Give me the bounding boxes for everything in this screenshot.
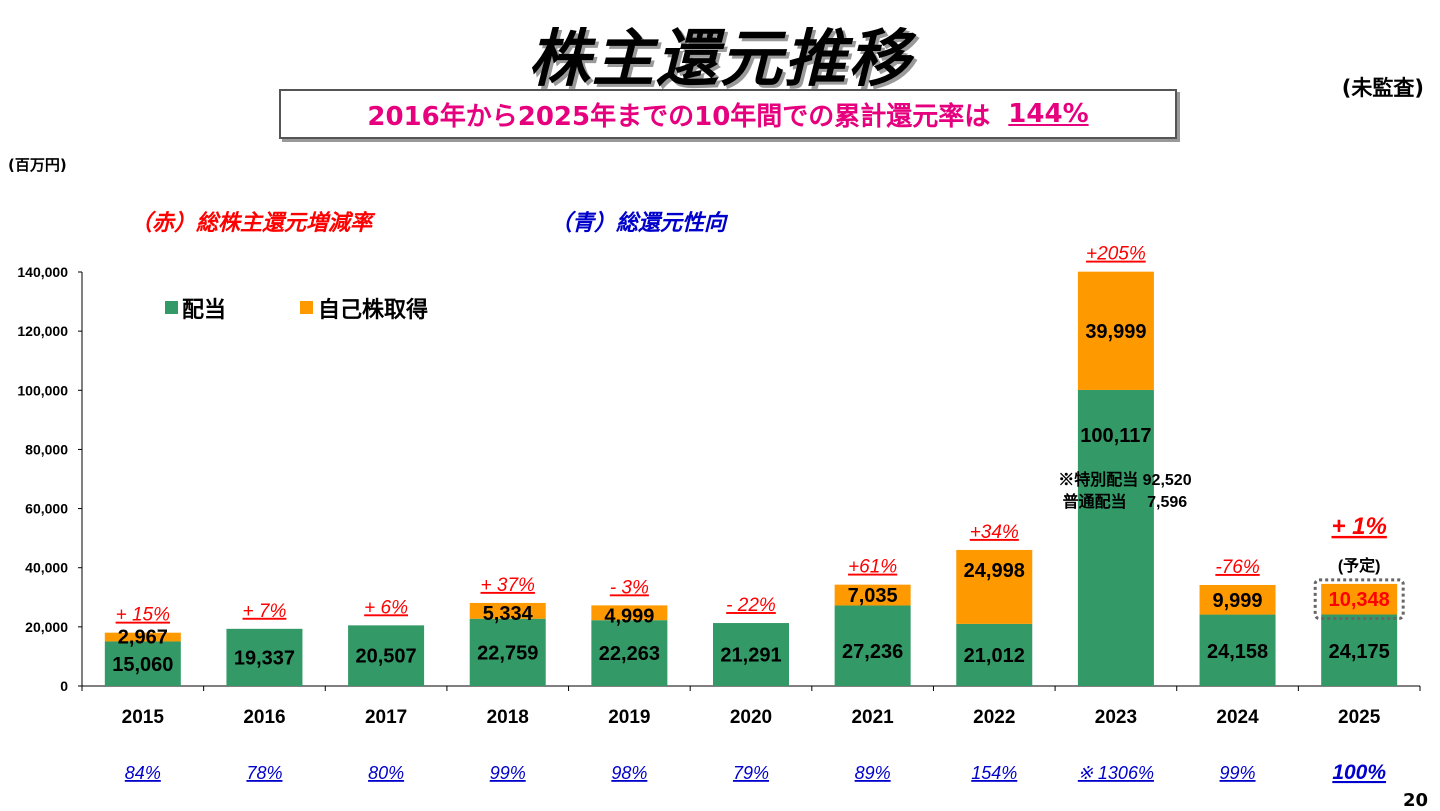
y-tick-label: 80,000 <box>25 441 68 457</box>
buyback-label-2024: 9,999 <box>1213 590 1263 612</box>
payout-ratio-2021: 89% <box>855 763 891 783</box>
page-title: 株主還元推移 <box>527 22 912 95</box>
page-number: 20 <box>1402 790 1428 811</box>
bar-dividend-2022 <box>956 623 1033 686</box>
y-tick-label: 140,000 <box>17 264 68 280</box>
special-dividend-note: ※特別配当 92,520 <box>1058 470 1191 489</box>
bar-buyback-2022 <box>956 549 1033 624</box>
payout-ratio-legend: （青）総還元性向 <box>550 211 727 236</box>
legend-label-buyback: 自己株取得 <box>318 297 428 323</box>
dividend-label-2024: 24,158 <box>1207 641 1268 663</box>
buyback-label-2019: 4,999 <box>604 605 654 627</box>
payout-ratio-2015: 84% <box>125 763 161 783</box>
bar-dividend-2017 <box>348 625 425 686</box>
bar-dividend-2025 <box>1321 614 1398 686</box>
x-label-2021: 2021 <box>851 707 894 728</box>
growth-rate-2018: + 37% <box>481 575 536 596</box>
bar-buyback-2018 <box>469 602 546 619</box>
x-label-2022: 2022 <box>973 707 1015 728</box>
x-label-2019: 2019 <box>608 707 650 728</box>
bar-buyback-2021 <box>834 584 911 606</box>
dividend-label-2019: 22,263 <box>599 643 660 665</box>
x-label-2023: 2023 <box>1095 707 1137 728</box>
legend-swatch-dividend <box>165 301 178 314</box>
bar-dividend-2019 <box>591 620 668 686</box>
buyback-label-2018: 5,334 <box>483 603 534 625</box>
growth-rate-2025: + 1% <box>1331 513 1386 540</box>
growth-rate-2017: + 6% <box>364 597 408 618</box>
dividend-label-2015: 15,060 <box>112 654 173 676</box>
unaudited-note: (未監査) <box>1341 76 1424 100</box>
bar-buyback-2015 <box>104 632 181 642</box>
x-label-2024: 2024 <box>1216 707 1259 728</box>
x-label-2015: 2015 <box>122 707 165 728</box>
buyback-label-2015: 2,967 <box>118 627 168 649</box>
bar-dividend-2024 <box>1199 614 1276 686</box>
legend-label-dividend: 配当 <box>182 298 226 323</box>
regular-dividend-note: 普通配当 7,596 <box>1063 492 1188 511</box>
bar-buyback-2023 <box>1077 271 1154 390</box>
bar-buyback-2019 <box>591 605 668 621</box>
y-tick-label: 40,000 <box>25 560 68 576</box>
payout-ratio-2016: 78% <box>246 763 282 783</box>
x-label-2017: 2017 <box>365 707 407 728</box>
payout-ratio-2019: 98% <box>611 763 647 783</box>
payout-ratio-2020: 79% <box>733 763 769 783</box>
growth-rate-2024: -76% <box>1215 557 1259 578</box>
bar-dividend-2023 <box>1077 389 1154 686</box>
payout-ratio-2018: 99% <box>490 763 526 783</box>
y-tick-label: 120,000 <box>17 323 68 339</box>
growth-rate-2020: - 22% <box>726 595 776 616</box>
forecast-frame <box>1313 578 1405 621</box>
dividend-label-2023: 100,117 <box>1080 425 1151 447</box>
dividend-label-2020: 21,291 <box>720 645 781 667</box>
dividend-label-2016: 19,337 <box>234 647 295 669</box>
dividend-label-2018: 22,759 <box>477 642 538 664</box>
dividend-label-2021: 27,236 <box>842 641 903 663</box>
x-label-2016: 2016 <box>243 707 285 728</box>
payout-ratio-2017: 80% <box>368 763 404 783</box>
growth-rate-legend: （赤）総株主還元増減率 <box>130 211 373 236</box>
growth-rate-2022: +34% <box>970 522 1019 543</box>
growth-rate-2016: + 7% <box>243 601 287 622</box>
dividend-label-2022: 21,012 <box>964 645 1025 667</box>
payout-ratio-2024: 99% <box>1220 763 1256 783</box>
growth-rate-2015: + 15% <box>116 605 171 626</box>
x-label-2020: 2020 <box>730 707 772 728</box>
growth-rate-2021: +61% <box>848 557 897 578</box>
banner-rate: 144% <box>1008 99 1089 129</box>
legend-swatch-buyback <box>300 301 313 314</box>
x-label-2018: 2018 <box>487 707 529 728</box>
dividend-label-2017: 20,507 <box>356 646 417 668</box>
forecast-note: (予定) <box>1338 556 1381 575</box>
buyback-label-2021: 7,035 <box>848 585 898 607</box>
bar-dividend-2020 <box>713 623 789 686</box>
y-tick-label: 60,000 <box>25 501 68 517</box>
growth-rate-2019: - 3% <box>610 577 649 598</box>
y-tick-label: 20,000 <box>25 619 68 635</box>
bar-dividend-2016 <box>226 628 303 686</box>
x-label-2025: 2025 <box>1338 707 1381 728</box>
payout-ratio-2022: 154% <box>971 763 1017 783</box>
bar-buyback-2024 <box>1199 584 1276 615</box>
bar-dividend-2015 <box>104 641 181 686</box>
bar-buyback-2025 <box>1321 583 1398 615</box>
growth-rate-2023: +205% <box>1086 244 1146 265</box>
buyback-label-2025: 10,348 <box>1329 589 1390 611</box>
y-tick-label: 0 <box>60 678 68 694</box>
payout-ratio-2023: ※ 1306% <box>1078 763 1154 783</box>
payout-ratio-2025: 100% <box>1332 761 1386 784</box>
dividend-label-2025: 24,175 <box>1329 641 1390 663</box>
buyback-label-2023: 39,999 <box>1085 321 1146 343</box>
bar-dividend-2018 <box>469 618 546 686</box>
buyback-label-2022: 24,998 <box>964 560 1025 582</box>
y-tick-label: 100,000 <box>17 382 68 398</box>
cumulative-return-banner: 2016年から2025年までの10年間での累計還元率は 144% <box>279 89 1177 139</box>
unit-label: (百万円) <box>8 156 67 174</box>
bar-dividend-2021 <box>834 605 911 686</box>
banner-text: 2016年から2025年までの10年間での累計還元率は <box>367 101 991 132</box>
